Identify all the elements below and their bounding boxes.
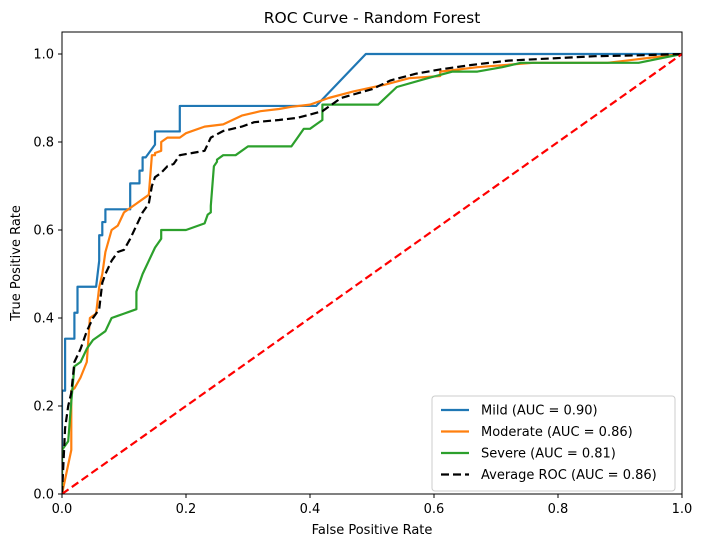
plot-lines [62, 52, 682, 494]
y-tick-label: 0.8 [33, 136, 54, 151]
y-tick-label: 0.2 [33, 400, 54, 415]
legend-label: Average ROC (AUC = 0.86) [481, 468, 657, 483]
y-tick-label: 0.6 [33, 224, 54, 239]
y-axis-label: True Positive Rate [9, 205, 24, 322]
y-axis: 0.0 0.2 0.4 0.6 0.8 1.0 [33, 48, 62, 503]
x-tick-label: 0.8 [548, 502, 569, 517]
x-tick-label: 1.0 [672, 502, 693, 517]
y-tick-label: 0.4 [33, 312, 54, 327]
x-tick-label: 0.4 [300, 502, 321, 517]
x-tick-label: 0.2 [176, 502, 197, 517]
y-tick-label: 1.0 [33, 48, 54, 63]
x-axis: 0.0 0.2 0.4 0.6 0.8 1.0 [52, 494, 693, 517]
x-tick-label: 0.0 [52, 502, 73, 517]
x-axis-label: False Positive Rate [312, 523, 433, 538]
plot-frame [61, 31, 683, 495]
legend: Mild (AUC = 0.90) Moderate (AUC = 0.86) Se… [431, 395, 676, 492]
chart-title: ROC Curve - Random Forest [264, 9, 481, 27]
legend-label: Moderate (AUC = 0.86) [481, 425, 633, 440]
x-tick-label: 0.6 [424, 502, 445, 517]
series-line-0 [62, 52, 682, 494]
series-line-2 [62, 52, 682, 494]
legend-label: Mild (AUC = 0.90) [481, 404, 598, 419]
y-tick-label: 0.0 [33, 488, 54, 503]
series-line-4 [62, 53, 682, 494]
series-line-3 [62, 52, 682, 494]
legend-box [431, 395, 676, 492]
legend-label: Severe (AUC = 0.81) [481, 447, 616, 462]
